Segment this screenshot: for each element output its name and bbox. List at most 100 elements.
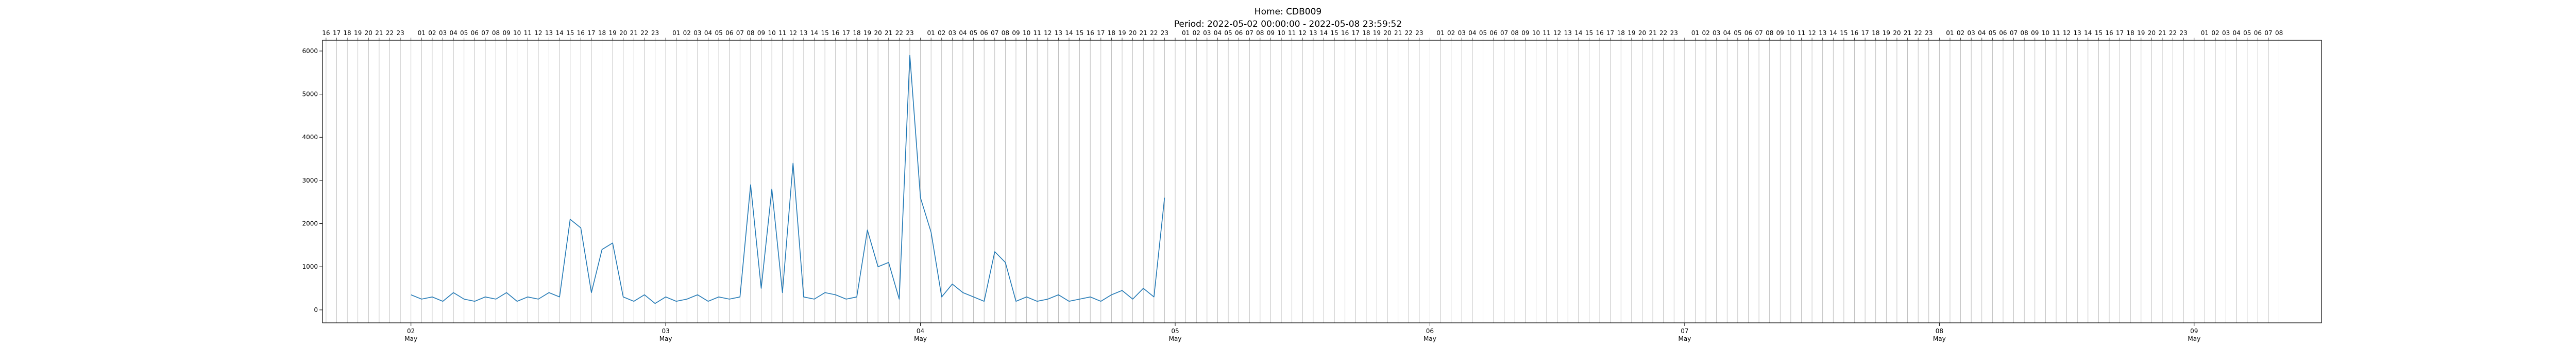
top-hour-label: 19 bbox=[1628, 29, 1635, 37]
top-hour-label: 07 bbox=[1755, 29, 1762, 37]
top-hour-label: 01 bbox=[672, 29, 680, 37]
x-tick-month: May bbox=[659, 335, 672, 342]
top-hour-label: 10 bbox=[768, 29, 776, 37]
top-hour-label: 23 bbox=[906, 29, 913, 37]
top-hour-label: 12 bbox=[1808, 29, 1816, 37]
top-hour-label: 03 bbox=[439, 29, 447, 37]
top-hour-label: 07 bbox=[1500, 29, 1508, 37]
top-hour-label: 17 bbox=[1352, 29, 1360, 37]
x-tick-month: May bbox=[2188, 335, 2200, 342]
top-hour-label: 17 bbox=[587, 29, 595, 37]
top-hour-label: 01 bbox=[1691, 29, 1699, 37]
top-hour-label: 22 bbox=[1914, 29, 1922, 37]
top-hour-label: 09 bbox=[1267, 29, 1275, 37]
top-hour-label: 18 bbox=[1872, 29, 1879, 37]
top-hour-label: 04 bbox=[704, 29, 712, 37]
top-hour-label: 04 bbox=[1723, 29, 1731, 37]
top-hour-label: 19 bbox=[1118, 29, 1126, 37]
top-hour-label: 03 bbox=[1458, 29, 1466, 37]
top-hour-label: 20 bbox=[1129, 29, 1137, 37]
x-tick-month: May bbox=[1933, 335, 1946, 342]
top-hour-label: 05 bbox=[2243, 29, 2251, 37]
top-hour-label: 09 bbox=[757, 29, 765, 37]
top-hour-label: 16 bbox=[1851, 29, 1858, 37]
top-hour-label: 22 bbox=[895, 29, 903, 37]
x-tick-day: 02 bbox=[407, 327, 415, 335]
top-hour-label: 23 bbox=[1925, 29, 1933, 37]
x-tick-month: May bbox=[1169, 335, 1182, 342]
top-hour-label: 19 bbox=[1883, 29, 1890, 37]
top-hour-label: 12 bbox=[534, 29, 542, 37]
top-hour-label: 07 bbox=[481, 29, 489, 37]
top-hour-label: 19 bbox=[354, 29, 362, 37]
top-hour-label: 09 bbox=[1776, 29, 1784, 37]
x-tick-day: 03 bbox=[662, 327, 669, 335]
top-hour-label: 06 bbox=[1489, 29, 1497, 37]
top-hour-label: 22 bbox=[2169, 29, 2177, 37]
top-hour-label: 10 bbox=[2042, 29, 2049, 37]
series-layer bbox=[411, 55, 1165, 304]
top-hour-label: 11 bbox=[1543, 29, 1550, 37]
top-hour-label: 14 bbox=[1065, 29, 1073, 37]
top-hour-label: 22 bbox=[1405, 29, 1413, 37]
top-hour-label: 02 bbox=[683, 29, 691, 37]
top-hour-label: 21 bbox=[1904, 29, 1911, 37]
top-hour-label: 22 bbox=[1150, 29, 1158, 37]
top-hour-label: 11 bbox=[1288, 29, 1296, 37]
top-hour-label: 16 bbox=[1596, 29, 1603, 37]
top-hour-label: 05 bbox=[1224, 29, 1232, 37]
top-hour-label: 17 bbox=[1861, 29, 1869, 37]
top-hour-label: 04 bbox=[1468, 29, 1476, 37]
top-hour-label: 05 bbox=[1479, 29, 1487, 37]
y-tick-label: 5000 bbox=[302, 91, 318, 98]
top-hour-label: 16 bbox=[577, 29, 585, 37]
top-hour-label: 23 bbox=[1415, 29, 1423, 37]
top-hour-label: 04 bbox=[2233, 29, 2241, 37]
top-hour-label: 16 bbox=[2105, 29, 2113, 37]
top-hour-label: 21 bbox=[2158, 29, 2166, 37]
top-hour-label: 19 bbox=[608, 29, 616, 37]
top-hour-label: 08 bbox=[1002, 29, 1009, 37]
top-hour-label: 11 bbox=[1033, 29, 1041, 37]
top-hour-label: 12 bbox=[1553, 29, 1561, 37]
top-hour-label: 21 bbox=[1649, 29, 1656, 37]
top-hour-label: 19 bbox=[1373, 29, 1381, 37]
top-hour-label: 06 bbox=[980, 29, 988, 37]
top-hour-label: 18 bbox=[598, 29, 606, 37]
top-hour-label: 18 bbox=[1362, 29, 1370, 37]
top-hour-label: 23 bbox=[651, 29, 659, 37]
top-hour-label: 01 bbox=[1182, 29, 1190, 37]
top-hour-label: 18 bbox=[343, 29, 351, 37]
top-hour-label: 14 bbox=[1320, 29, 1328, 37]
series-line bbox=[411, 55, 1165, 304]
top-hour-label: 10 bbox=[1277, 29, 1285, 37]
top-hour-label: 12 bbox=[2063, 29, 2071, 37]
top-hour-label: 16 bbox=[832, 29, 839, 37]
top-hour-label: 18 bbox=[853, 29, 860, 37]
top-hour-label: 21 bbox=[375, 29, 383, 37]
x-tick-month: May bbox=[914, 335, 927, 342]
top-hour-label: 06 bbox=[725, 29, 733, 37]
top-hour-label: 18 bbox=[2127, 29, 2134, 37]
top-hour-label: 16 bbox=[322, 29, 330, 37]
top-hour-label: 20 bbox=[874, 29, 882, 37]
vertical-grid bbox=[326, 40, 2279, 323]
top-hour-label: 02 bbox=[428, 29, 436, 37]
top-hour-label: 23 bbox=[396, 29, 404, 37]
top-hour-label: 09 bbox=[2031, 29, 2039, 37]
top-hour-label: 08 bbox=[1256, 29, 1264, 37]
top-hour-label: 11 bbox=[2052, 29, 2060, 37]
top-hour-label: 15 bbox=[566, 29, 574, 37]
top-hour-label: 05 bbox=[1734, 29, 1741, 37]
top-hour-label: 18 bbox=[1108, 29, 1115, 37]
top-hour-label: 22 bbox=[1659, 29, 1667, 37]
top-hour-label: 20 bbox=[1383, 29, 1391, 37]
top-hour-label: 02 bbox=[1447, 29, 1455, 37]
top-hour-label: 01 bbox=[927, 29, 935, 37]
top-hour-label: 10 bbox=[513, 29, 521, 37]
top-hour-label: 04 bbox=[959, 29, 967, 37]
top-hour-label: 02 bbox=[2211, 29, 2219, 37]
top-hour-label: 03 bbox=[1713, 29, 1720, 37]
top-hour-label: 09 bbox=[502, 29, 510, 37]
